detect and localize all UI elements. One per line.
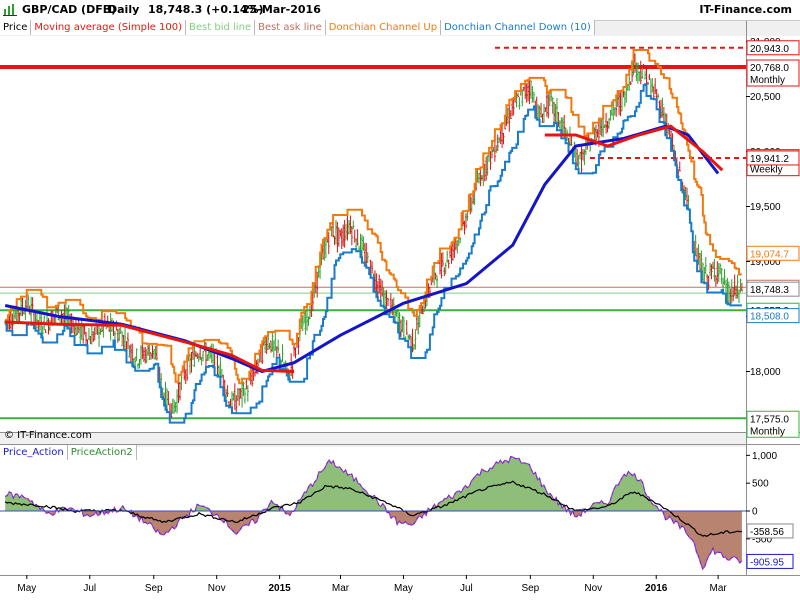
y-tick-label: 20,500 <box>750 92 781 103</box>
x-tick-label: May <box>394 583 413 594</box>
oscillator-legend: Price_Action PriceAction2 <box>0 445 137 460</box>
level-label-text: 18,508.0 <box>750 312 789 323</box>
level-label-box <box>746 308 800 324</box>
legend-price-action-2[interactable]: PriceAction2 <box>67 445 137 460</box>
level-label-text: 20,943.0 <box>750 44 789 55</box>
osc-y-tick-label: 0 <box>752 507 758 518</box>
legend-donchian-up[interactable]: Donchian Channel Up <box>325 20 442 35</box>
chart-header: GBP/CAD (DFB) Daily 18,748.3 (+0.14%) 25… <box>0 0 800 21</box>
moving-average-simple-100-recent <box>544 124 724 172</box>
price-change-label: 18,748.3 (+0.14%) <box>148 3 264 16</box>
x-tick-label: Nov <box>208 583 226 594</box>
osc-y-tick-label: 1,000 <box>752 451 777 462</box>
x-tick-label: 2016 <box>645 583 668 594</box>
legend-moving-average[interactable]: Moving average (Simple 100) <box>31 20 187 35</box>
x-tick-label: Jul <box>460 583 473 594</box>
legend-price[interactable]: Price <box>0 20 32 35</box>
x-tick-label: Sep <box>521 583 539 594</box>
osc-value-box <box>746 553 794 569</box>
level-label-box <box>746 59 800 87</box>
x-tick-label: Nov <box>584 583 602 594</box>
level-label-text: 19,941.2 <box>750 154 789 165</box>
legend-donchian-down[interactable]: Donchian Channel Down (10) <box>441 20 595 35</box>
legend-price-action[interactable]: Price_Action <box>0 445 68 460</box>
x-tick-label: Jul <box>83 583 96 594</box>
level-label-text: 20,768.0 <box>750 63 789 74</box>
oscillator-y-axis: 1,000 500 0 -500 <box>746 451 777 545</box>
level-label-box <box>746 40 800 56</box>
level-label-box <box>746 281 800 297</box>
level-label-text: 19,074.7 <box>750 249 789 260</box>
brand-label: IT-Finance.com <box>699 3 792 16</box>
oscillator: -358.56 -905.95 <box>0 455 794 571</box>
level-label-box <box>746 245 800 261</box>
oscillator-negative-area <box>5 511 742 569</box>
moving-average-simple-100 <box>5 320 295 373</box>
legend-best-bid[interactable]: Best bid line <box>186 20 256 35</box>
x-axis-bg <box>0 575 800 600</box>
osc-y-tick-label: -500 <box>752 534 772 545</box>
y-tick-label: 18,000 <box>750 367 781 378</box>
osc-value-label: -358.56 <box>750 527 784 538</box>
x-tick-label: Mar <box>332 583 350 594</box>
date-label: 25-Mar-2016 <box>242 3 321 16</box>
level-label-sub: Weekly <box>750 165 783 176</box>
osc-value-label: -905.95 <box>750 557 784 568</box>
level-label-sub: Monthly <box>750 75 785 86</box>
period-label: Daily <box>108 3 140 16</box>
osc-y-tick-label: 500 <box>752 479 769 490</box>
y-tick-label: 19,000 <box>750 257 781 268</box>
x-axis: May Jul Sep Nov 2015 Mar May Jul Sep Nov 2016 Mar <box>17 575 727 594</box>
level-label-box <box>746 150 800 166</box>
oscillator-positive-area <box>5 456 742 511</box>
x-tick-label: Sep <box>145 583 163 594</box>
level-label-text: 18,748.3 <box>750 285 789 296</box>
price-levels <box>0 46 746 420</box>
copyright-label: © IT-Finance.com <box>4 430 92 441</box>
osc-value-box <box>746 523 794 539</box>
level-label-sub: Monthly <box>750 426 785 437</box>
chart-icon <box>3 4 17 16</box>
x-tick-label: May <box>17 583 36 594</box>
x-tick-label: 2015 <box>268 583 291 594</box>
level-labels: 20,943.020,768.0Monthly19,953.0Weekly19,… <box>746 40 800 438</box>
x-tick-label: Mar <box>710 583 728 594</box>
legend-best-ask[interactable]: Best ask line <box>255 20 326 35</box>
donchian-channel-down <box>5 83 742 424</box>
indicator-legend: Price Moving average (Simple 100) Best b… <box>0 20 595 35</box>
instrument-label: GBP/CAD (DFB) <box>22 3 117 16</box>
level-label-box <box>746 410 800 438</box>
level-label-text: 17,575.0 <box>750 414 789 425</box>
y-tick-label: 19,500 <box>750 202 781 213</box>
